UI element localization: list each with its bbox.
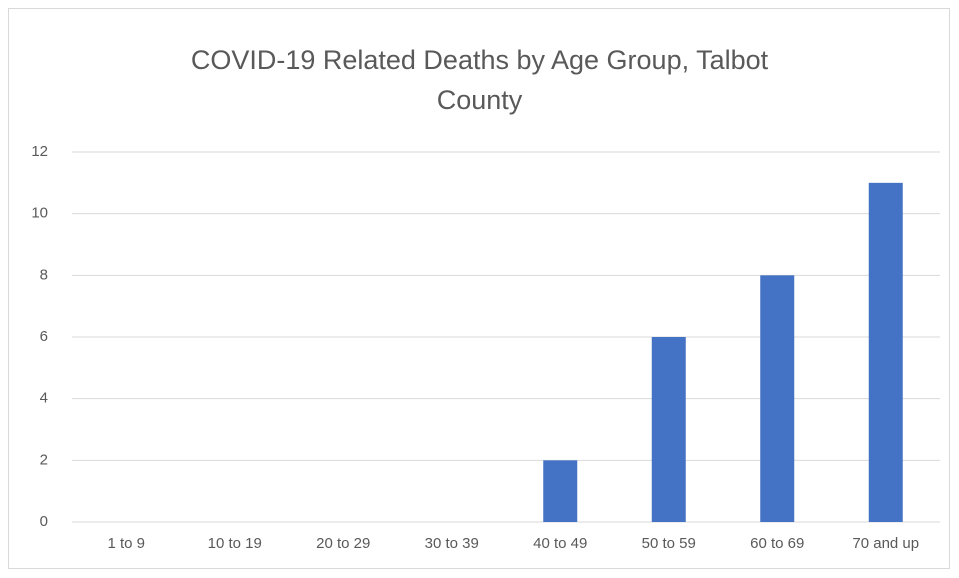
title-box: COVID-19 Related Deaths by Age Group, Ta… (0, 40, 959, 120)
y-tick-label: 2 (40, 451, 48, 468)
bar (651, 337, 686, 522)
bar (543, 460, 578, 522)
y-tick-label: 10 (31, 205, 48, 222)
x-tick-label: 50 to 59 (642, 535, 696, 552)
y-tick-label: 6 (40, 328, 48, 345)
x-tick-label: 30 to 39 (425, 535, 479, 552)
x-tick-label: 60 to 69 (750, 535, 804, 552)
x-tick-label: 70 and up (852, 535, 919, 552)
chart-border (8, 8, 950, 569)
y-tick-label: 12 (31, 143, 48, 160)
x-tick-label: 10 to 19 (208, 535, 262, 552)
y-tick-label: 0 (40, 513, 48, 530)
y-tick-label: 8 (40, 266, 48, 283)
bar (868, 182, 903, 523)
x-tick-label: 20 to 29 (316, 535, 370, 552)
bar (760, 275, 795, 522)
x-tick-label: 40 to 49 (533, 535, 587, 552)
chart-title: COVID-19 Related Deaths by Age Group, Ta… (190, 45, 769, 115)
x-tick-label: 1 to 9 (107, 535, 145, 552)
y-tick-label: 4 (40, 390, 48, 407)
